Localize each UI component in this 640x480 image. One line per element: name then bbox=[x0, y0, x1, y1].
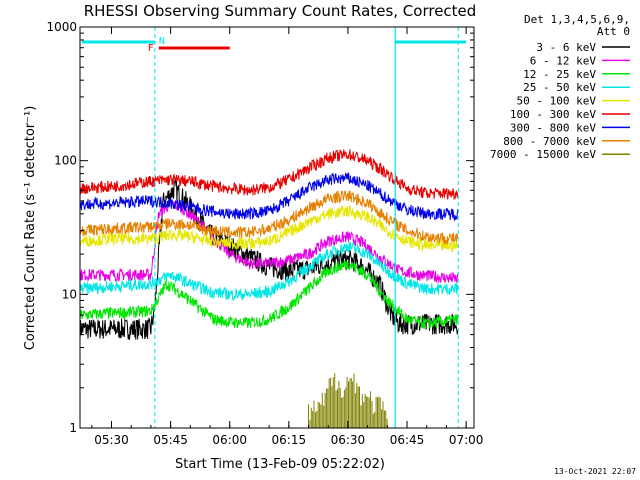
axes: 05:30 05:45 06:00 06:15 06:30 06:45 07:00 1 10 10… bbox=[46, 20, 483, 447]
timestamp: 13-Oct-2021 22:07 bbox=[554, 467, 636, 476]
legend-entry-7: 800 - 7000 keV bbox=[503, 135, 596, 148]
series-line-8 bbox=[308, 373, 388, 428]
x-tick-label-4: 06:30 bbox=[331, 433, 366, 447]
x-tick-label-2: 06:00 bbox=[212, 433, 247, 447]
y-tick-label-1: 10 bbox=[62, 287, 77, 301]
series-line-3 bbox=[79, 241, 459, 302]
legend-entry-0: 3 - 6 keV bbox=[536, 41, 596, 54]
x-tick-label-6: 07:00 bbox=[449, 433, 484, 447]
y-tick-label-2: 100 bbox=[54, 154, 77, 168]
legend-entry-4: 50 - 100 keV bbox=[517, 95, 597, 108]
flare-marker-label: F bbox=[148, 43, 154, 54]
x-tick-label-0: 05:30 bbox=[94, 433, 129, 447]
legend-entry-2: 12 - 25 keV bbox=[523, 68, 596, 81]
x-tick-label-5: 06:45 bbox=[390, 433, 425, 447]
legend-entry-3: 25 - 50 keV bbox=[523, 81, 596, 94]
legend-header-line-1: Det 1,3,4,5,6,9, bbox=[524, 13, 630, 26]
y-tick-label-0: 1 bbox=[69, 421, 77, 435]
legend-entry-8: 7000 - 15000 keV bbox=[490, 148, 596, 161]
x-axis-label: Start Time (13-Feb-09 05:22:02) bbox=[175, 457, 385, 472]
legend-header-line-2: Att 0 bbox=[597, 25, 630, 38]
y-axis-label: Corrected Count Rate (s⁻¹ detector⁻¹) bbox=[23, 106, 38, 351]
legend-entry-5: 100 - 300 keV bbox=[510, 108, 596, 121]
legend-entry-1: 6 - 12 keV bbox=[530, 54, 597, 67]
plot-area: NF bbox=[79, 27, 466, 428]
y-tick-label-3: 1000 bbox=[46, 20, 77, 34]
x-tick-label-3: 06:15 bbox=[272, 433, 307, 447]
series-line-5 bbox=[79, 149, 459, 200]
chart-title: RHESSI Observing Summary Count Rates, Co… bbox=[84, 2, 477, 20]
plot-frame bbox=[79, 26, 475, 429]
x-tick-label-1: 05:45 bbox=[153, 433, 188, 447]
legend-entry-6: 300 - 800 keV bbox=[510, 121, 596, 134]
night-marker-label: N bbox=[159, 36, 165, 47]
